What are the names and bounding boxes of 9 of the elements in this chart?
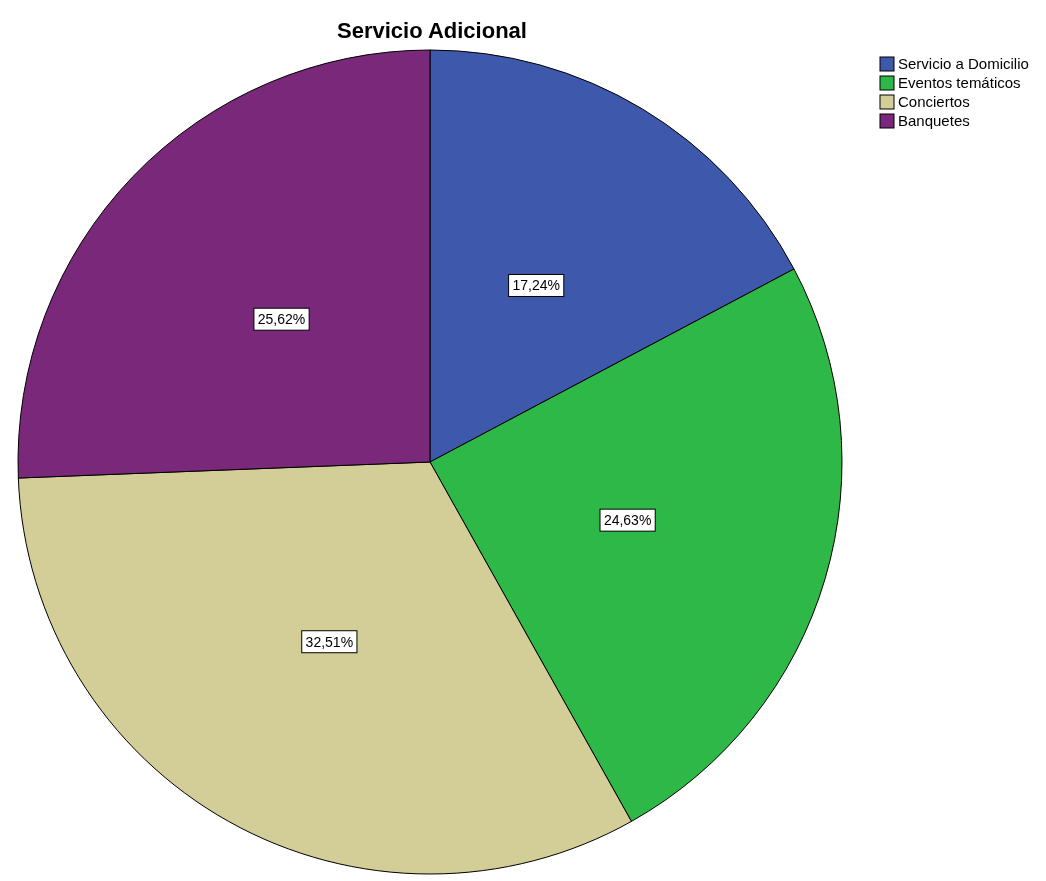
data-label: 24,63% <box>603 512 652 529</box>
legend-label: Banquetes <box>898 112 970 129</box>
legend-label: Eventos temáticos <box>898 74 1021 91</box>
legend-label: Conciertos <box>898 93 970 110</box>
data-label: 17,24% <box>512 277 560 294</box>
data-label: 32,51% <box>305 633 354 650</box>
legend-label: Servicio a Domicilio <box>898 55 1029 72</box>
data-label: 25,62% <box>257 311 306 328</box>
chart-title: Servicio Adicional <box>337 18 527 43</box>
